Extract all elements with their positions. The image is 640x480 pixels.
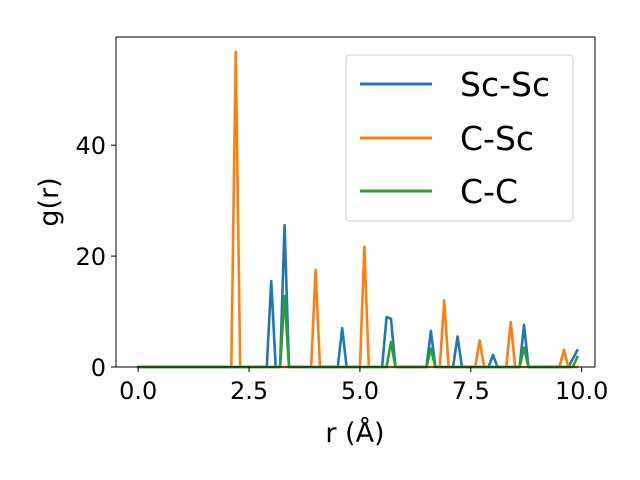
x-tick-label: 2.5 xyxy=(230,377,268,405)
legend-label: C-Sc xyxy=(460,119,534,158)
x-tick-label: 5.0 xyxy=(341,377,379,405)
y-tick-label: 20 xyxy=(75,243,106,271)
legend-box xyxy=(345,54,574,222)
x-tick-label: 7.5 xyxy=(452,377,490,405)
plot-frame xyxy=(115,36,596,368)
y-axis-ticks: 0 20 40 xyxy=(75,132,116,382)
legend-label: Sc-Sc xyxy=(460,65,550,104)
x-axis-ticks: 0.0 2.5 5.0 7.5 10.0 xyxy=(119,367,608,405)
y-tick-label: 0 xyxy=(91,354,106,382)
y-axis-label: g(r) xyxy=(34,177,65,226)
legend: Sc-Sc C-Sc C-C xyxy=(345,54,574,222)
x-axis-label: r (Å) xyxy=(325,417,384,449)
x-tick-label: 10.0 xyxy=(555,377,608,405)
legend-label: C-C xyxy=(460,172,518,211)
y-tick-label: 40 xyxy=(75,132,106,160)
x-tick-label: 0.0 xyxy=(119,377,157,405)
